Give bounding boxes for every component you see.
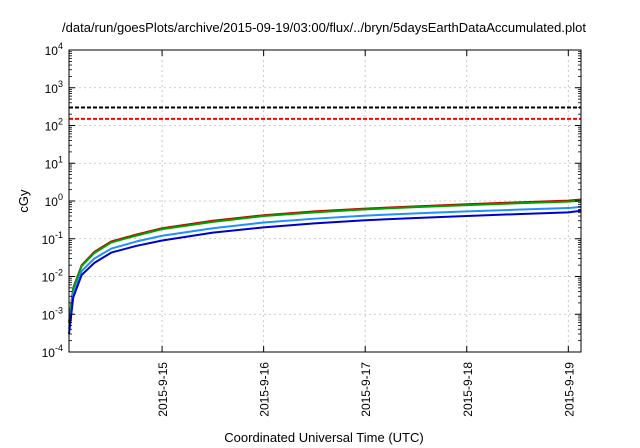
series-line <box>68 209 582 335</box>
y-axis-label: cGy <box>16 189 31 213</box>
y-tick-label: 10-3 <box>42 305 63 322</box>
y-tick-exponent: 2 <box>58 117 63 127</box>
y-tick-base: 10 <box>42 308 56 322</box>
y-tick-exponent: -4 <box>55 343 63 353</box>
y-tick-label: 103 <box>45 79 63 96</box>
y-tick-base: 10 <box>42 346 56 360</box>
y-tick-label: 102 <box>45 117 63 134</box>
y-tick-exponent: 4 <box>58 41 63 51</box>
y-tick-base: 10 <box>45 82 59 96</box>
reference-lines <box>69 106 581 120</box>
series-line <box>68 199 582 323</box>
y-tick-base: 10 <box>42 233 56 247</box>
y-tick-exponent: 0 <box>58 192 63 202</box>
y-tick-label: 101 <box>45 154 63 171</box>
x-tick-label: 2015-9-18 <box>461 362 475 417</box>
x-tick-label: 2015-9-19 <box>562 362 576 417</box>
grid <box>69 49 581 353</box>
y-tick-label: 100 <box>45 192 63 209</box>
y-tick-label: 10-4 <box>42 343 63 360</box>
y-tick-exponent: -1 <box>55 230 63 240</box>
series-lines <box>68 198 582 335</box>
y-tick-base: 10 <box>45 120 59 134</box>
x-tick-label: 2015-9-16 <box>258 362 272 417</box>
y-tick-base: 10 <box>45 195 59 209</box>
y-tick-exponent: 3 <box>58 79 63 89</box>
y-tick-label: 10-1 <box>42 230 63 247</box>
x-ticks: 2015-9-15 2015-9-16 2015-9-17 2015-9-18 2015… <box>156 50 576 417</box>
y-tick-exponent: -2 <box>55 268 63 278</box>
y-tick-exponent: -3 <box>55 305 63 315</box>
x-tick-label: 2015-9-15 <box>156 362 170 417</box>
series-line <box>68 205 582 330</box>
y-tick-exponent: 1 <box>58 154 63 164</box>
y-tick-base: 10 <box>45 157 59 171</box>
y-tick-base: 10 <box>42 271 56 285</box>
y-tick-label: 104 <box>45 41 63 58</box>
y-tick-label: 10-2 <box>42 268 63 285</box>
x-tick-label: 2015-9-17 <box>359 362 373 417</box>
chart-title: /data/run/goesPlots/archive/2015-09-19/0… <box>62 20 586 35</box>
x-axis-label: Coordinated Universal Time (UTC) <box>224 430 423 445</box>
y-tick-base: 10 <box>45 44 59 58</box>
